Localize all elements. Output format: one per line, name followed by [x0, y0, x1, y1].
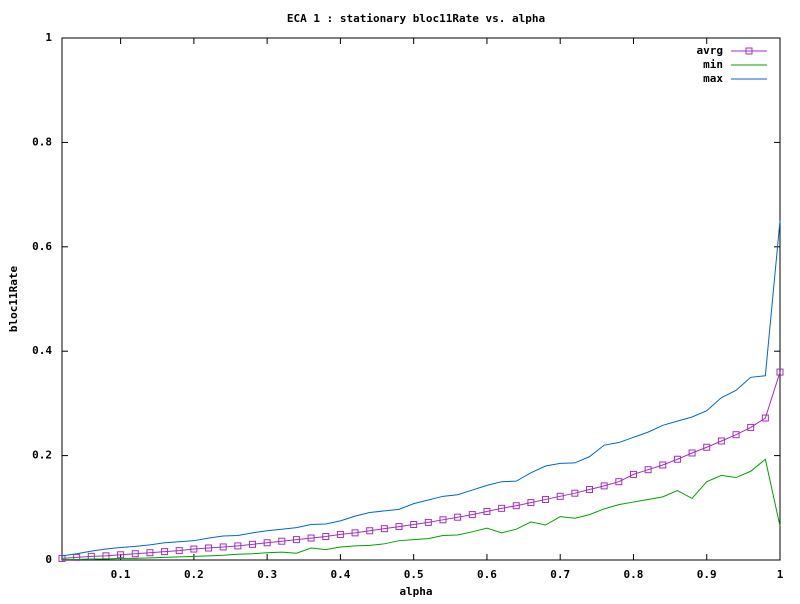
x-tick-label: 1: [777, 568, 784, 581]
y-axis-label: bloc11Rate: [7, 266, 20, 333]
point-marker: [776, 368, 784, 376]
point-marker: [439, 516, 447, 524]
x-tick-label: 0.8: [624, 568, 644, 581]
point-marker: [395, 523, 403, 531]
x-tick-label: 0.3: [257, 568, 277, 581]
legend-label: min: [703, 58, 723, 71]
point-marker: [761, 414, 769, 422]
x-axis-label: alpha: [399, 585, 432, 598]
point-marker: [498, 504, 506, 512]
point-marker: [542, 495, 550, 503]
point-marker: [483, 507, 491, 515]
point-marker: [644, 466, 652, 474]
point-marker: [468, 511, 476, 519]
series-line: [61, 220, 781, 557]
y-tick-label: 0.6: [32, 240, 52, 253]
plot-frame: [61, 37, 781, 561]
point-marker: [190, 545, 198, 553]
x-tick-label: 0.6: [477, 568, 497, 581]
point-marker: [146, 549, 154, 557]
point-marker: [732, 431, 740, 439]
point-marker: [454, 513, 462, 521]
legend-label: avrg: [697, 44, 724, 57]
legend-marker: [745, 47, 753, 55]
point-marker: [629, 470, 637, 478]
point-marker: [424, 518, 432, 526]
point-marker: [351, 529, 359, 537]
series-line: [62, 458, 781, 560]
point-marker: [527, 499, 535, 507]
point-marker: [161, 548, 169, 556]
x-tick-label: 0.9: [697, 568, 717, 581]
point-marker: [307, 534, 315, 542]
y-tick-label: 0: [45, 553, 52, 566]
point-marker: [219, 543, 227, 551]
point-marker: [131, 550, 139, 558]
point-marker: [366, 527, 374, 535]
point-marker: [717, 437, 725, 445]
x-tick-label: 0.2: [184, 568, 204, 581]
point-marker: [292, 536, 300, 544]
point-marker: [600, 482, 608, 490]
point-marker: [410, 521, 418, 529]
point-marker: [248, 540, 256, 548]
point-marker: [278, 537, 286, 545]
x-tick-label: 0.4: [330, 568, 350, 581]
point-marker: [747, 423, 755, 431]
x-tick-label: 0.7: [550, 568, 570, 581]
x-tick-label: 0.5: [404, 568, 424, 581]
point-marker: [336, 530, 344, 538]
point-marker: [234, 542, 242, 550]
legend-label: max: [703, 72, 723, 85]
point-marker: [512, 502, 520, 510]
point-marker: [688, 449, 696, 457]
point-marker: [673, 455, 681, 463]
y-tick-label: 0.4: [32, 344, 52, 357]
point-marker: [263, 539, 271, 547]
point-marker: [175, 547, 183, 555]
point-marker: [703, 443, 711, 451]
point-marker: [117, 551, 125, 559]
point-marker: [205, 544, 213, 552]
point-marker: [586, 486, 594, 494]
point-marker: [615, 478, 623, 486]
point-marker: [571, 489, 579, 497]
point-marker: [659, 461, 667, 469]
point-marker: [322, 533, 330, 541]
point-marker: [556, 492, 564, 500]
chart-title: ECA 1 : stationary bloc11Rate vs. alpha: [287, 12, 545, 25]
series-line: [61, 371, 781, 559]
point-marker: [380, 525, 388, 533]
x-tick-label: 0.1: [111, 568, 131, 581]
y-tick-label: 0.2: [32, 449, 52, 462]
y-tick-label: 0.8: [32, 135, 52, 148]
y-tick-label: 1: [45, 31, 52, 44]
point-marker: [73, 553, 81, 561]
